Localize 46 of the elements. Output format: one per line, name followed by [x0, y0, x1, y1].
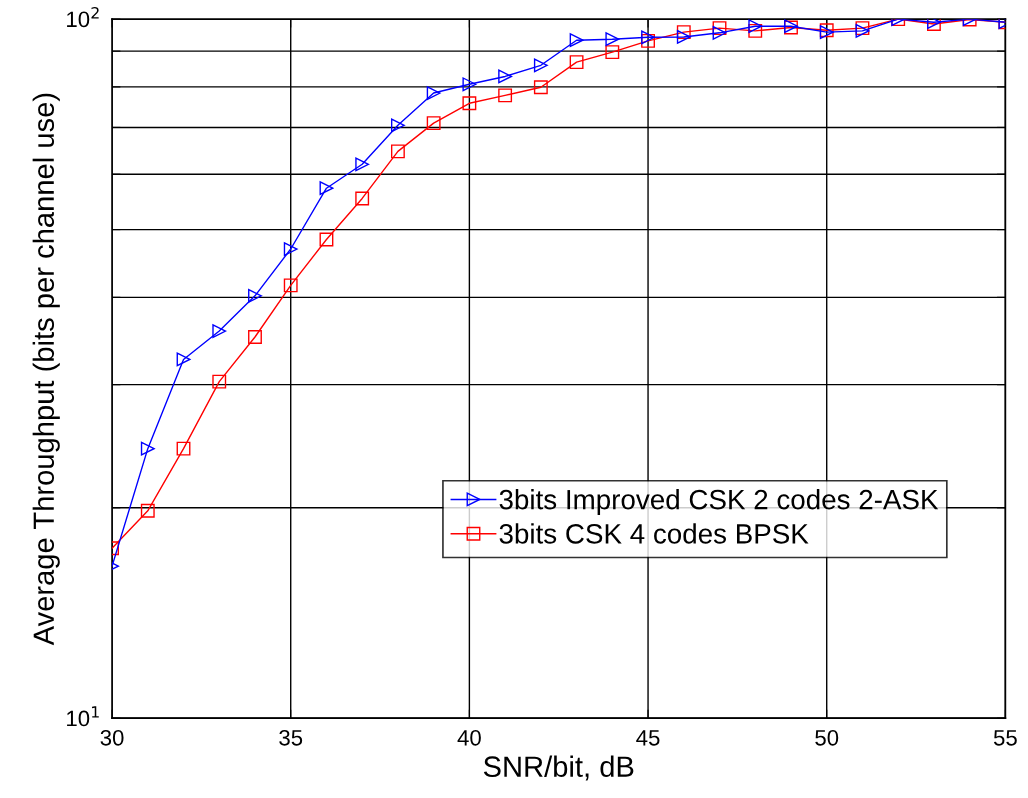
- point: [176, 441, 191, 456]
- point: [569, 55, 584, 70]
- point: [426, 86, 441, 100]
- point: [390, 118, 405, 133]
- point: [676, 25, 691, 40]
- point: [355, 157, 370, 172]
- point: [748, 23, 763, 38]
- point: [462, 77, 477, 92]
- point: [748, 19, 763, 34]
- point: [212, 324, 227, 338]
- point: [140, 441, 155, 456]
- y-axis-title: Average Throughput (bits per channel use): [32, 93, 60, 646]
- point: [140, 503, 155, 518]
- x-tick-label: 45: [636, 730, 660, 746]
- point: [533, 58, 548, 73]
- legend-label: 3bits Improved CSK 2 codes 2-ASK: [499, 489, 939, 515]
- point: [605, 45, 620, 60]
- point: [498, 88, 513, 103]
- point: [712, 25, 727, 40]
- point: [212, 374, 227, 389]
- x-tick-label: 30: [100, 729, 124, 746]
- x-tick-label: 40: [457, 729, 481, 746]
- y-tick-label: 10$^{1}$: [67, 706, 99, 727]
- x-axis-title: SNR/bit, dB: [483, 755, 634, 781]
- point: [676, 30, 691, 44]
- point: [533, 80, 548, 95]
- point: [248, 330, 262, 344]
- x-tick-label: 50: [815, 729, 839, 746]
- point: [498, 69, 513, 84]
- point: [462, 96, 477, 111]
- point: [355, 191, 370, 206]
- point: [248, 288, 262, 303]
- point: [605, 32, 620, 47]
- point: [569, 33, 584, 48]
- x-tick-label: 55: [993, 730, 1017, 746]
- point: [426, 116, 441, 131]
- point: [319, 232, 334, 247]
- y-tick-label: 10$^{2}$: [67, 6, 99, 28]
- legend-label: 3bits CSK 4 codes BPSK: [499, 523, 809, 544]
- point: [319, 181, 334, 196]
- point: [390, 144, 405, 159]
- point: [712, 21, 727, 36]
- point: [283, 242, 298, 256]
- x-tick-label: 35: [279, 729, 303, 746]
- point: [283, 278, 298, 293]
- point: [176, 352, 191, 367]
